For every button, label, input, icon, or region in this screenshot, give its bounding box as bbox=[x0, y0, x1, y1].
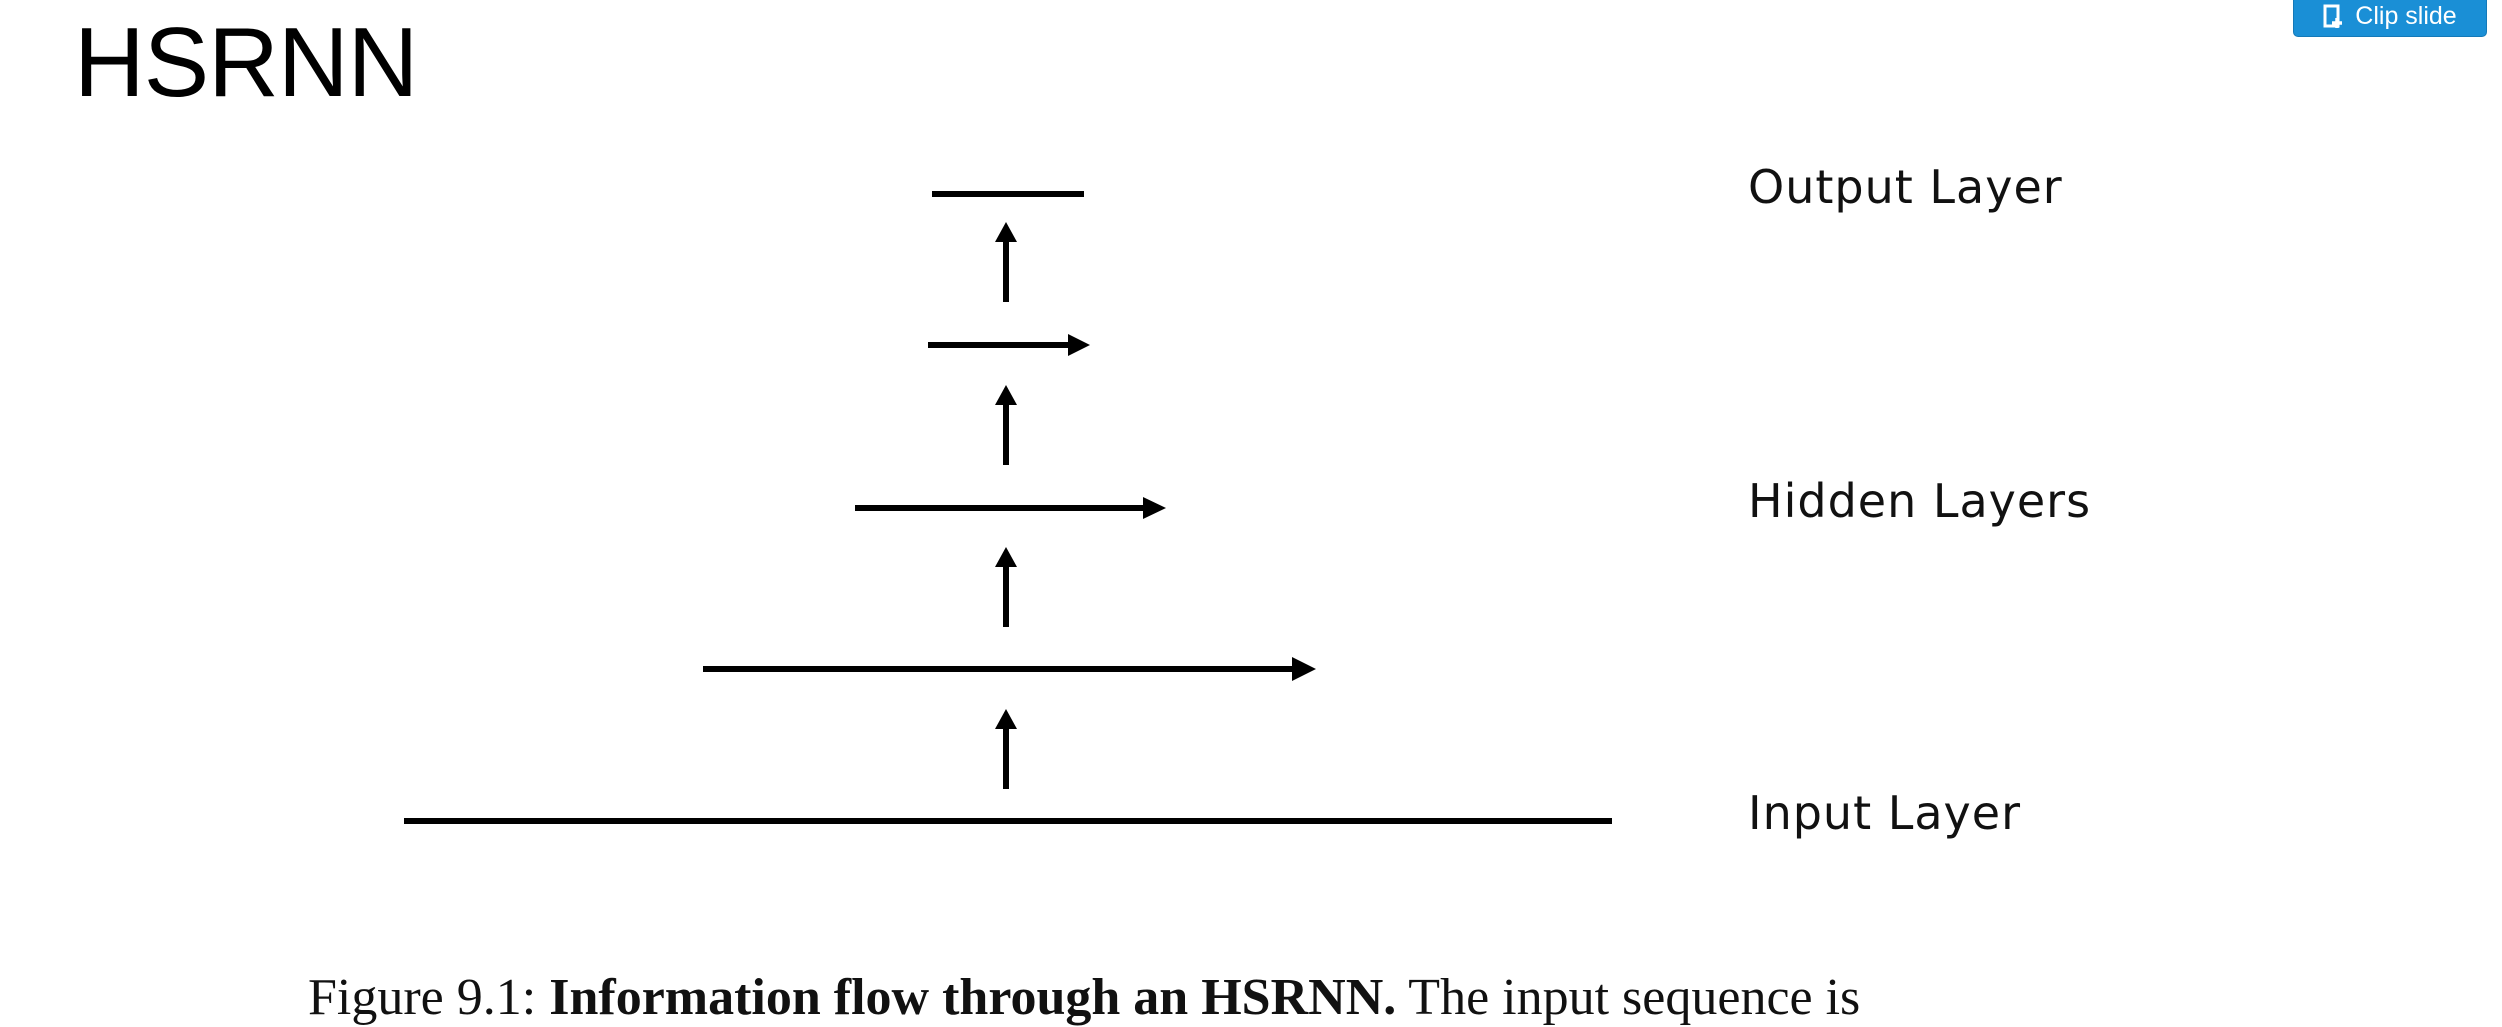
hidden-layer-2-arrow bbox=[855, 497, 1166, 519]
hidden-layers-label: Hidden Layers bbox=[1748, 474, 2092, 528]
hidden-layer-1-arrow bbox=[703, 657, 1316, 681]
clip-slide-label: Clip slide bbox=[2355, 2, 2457, 30]
upward-arrow-1 bbox=[995, 709, 1017, 789]
caption-prefix: Figure 9.1: bbox=[308, 969, 550, 1026]
upward-arrow-4 bbox=[995, 222, 1017, 302]
caption-bold: Information flow through an HSRNN. bbox=[549, 969, 1397, 1026]
upward-arrow-3 bbox=[995, 385, 1017, 465]
clip-slide-button[interactable]: Clip slide bbox=[2293, 0, 2487, 37]
hidden-layer-3-arrow bbox=[928, 334, 1090, 356]
upward-arrow-2 bbox=[995, 547, 1017, 627]
clip-slide-icon bbox=[2323, 4, 2347, 30]
output-layer-label: Output Layer bbox=[1748, 160, 2063, 214]
figure-caption: Figure 9.1: Information flow through an … bbox=[308, 968, 1860, 1027]
input-layer-label: Input Layer bbox=[1748, 786, 2021, 840]
caption-rest: The input sequence is bbox=[1396, 969, 1861, 1026]
slide-title: HSRNN bbox=[74, 7, 418, 117]
hsrnn-diagram bbox=[404, 191, 1612, 824]
